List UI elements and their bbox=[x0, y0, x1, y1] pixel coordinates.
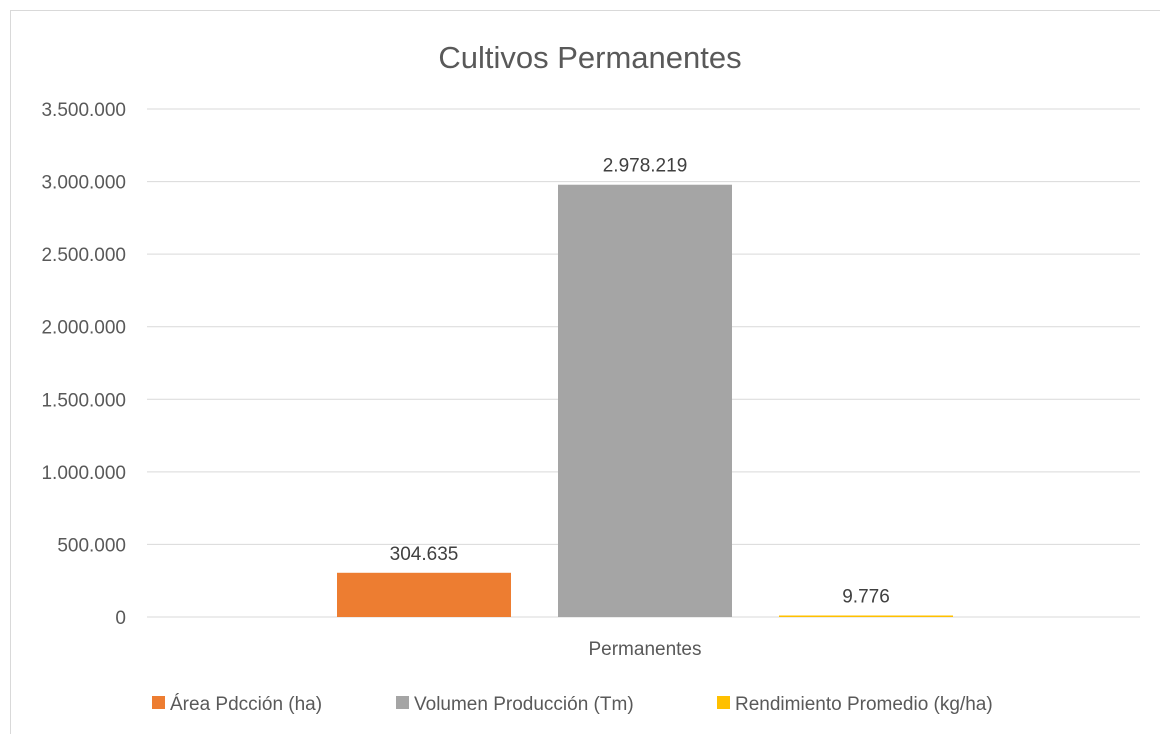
bar-0 bbox=[337, 572, 511, 617]
data-labels: 304.635 2.978.219 9.776 bbox=[390, 156, 890, 608]
data-label: 9.776 bbox=[842, 587, 890, 608]
legend-swatch bbox=[152, 696, 165, 709]
legend-label: Rendimiento Promedio (kg/ha) bbox=[735, 694, 993, 715]
y-tick-label: 2.000.000 bbox=[41, 318, 126, 339]
chart-title: Cultivos Permanentes bbox=[438, 40, 741, 75]
x-tick-label: Permanentes bbox=[588, 639, 701, 660]
y-tick-label: 1.500.000 bbox=[41, 390, 126, 411]
bar-1 bbox=[558, 184, 732, 617]
legend-swatch bbox=[717, 696, 730, 709]
y-tick-label: 3.000.000 bbox=[41, 173, 126, 194]
y-tick-label: 3.500.000 bbox=[41, 100, 126, 121]
bars bbox=[337, 184, 953, 617]
y-tick-label: 0 bbox=[115, 608, 126, 629]
y-axis: 0 500.000 1.000.000 1.500.000 2.000.000 2.500… bbox=[41, 100, 126, 629]
data-label: 2.978.219 bbox=[603, 156, 688, 177]
legend-label: Volumen Producción (Tm) bbox=[414, 694, 634, 715]
y-tick-label: 500.000 bbox=[57, 535, 126, 556]
legend: Área Pdcción (ha) Volumen Producción (Tm)… bbox=[152, 694, 993, 715]
y-tick-label: 1.000.000 bbox=[41, 463, 126, 484]
legend-label: Área Pdcción (ha) bbox=[170, 694, 322, 715]
y-tick-label: 2.500.000 bbox=[41, 245, 126, 266]
legend-swatch bbox=[396, 696, 409, 709]
data-label: 304.635 bbox=[390, 544, 459, 565]
bar-2 bbox=[779, 615, 953, 617]
